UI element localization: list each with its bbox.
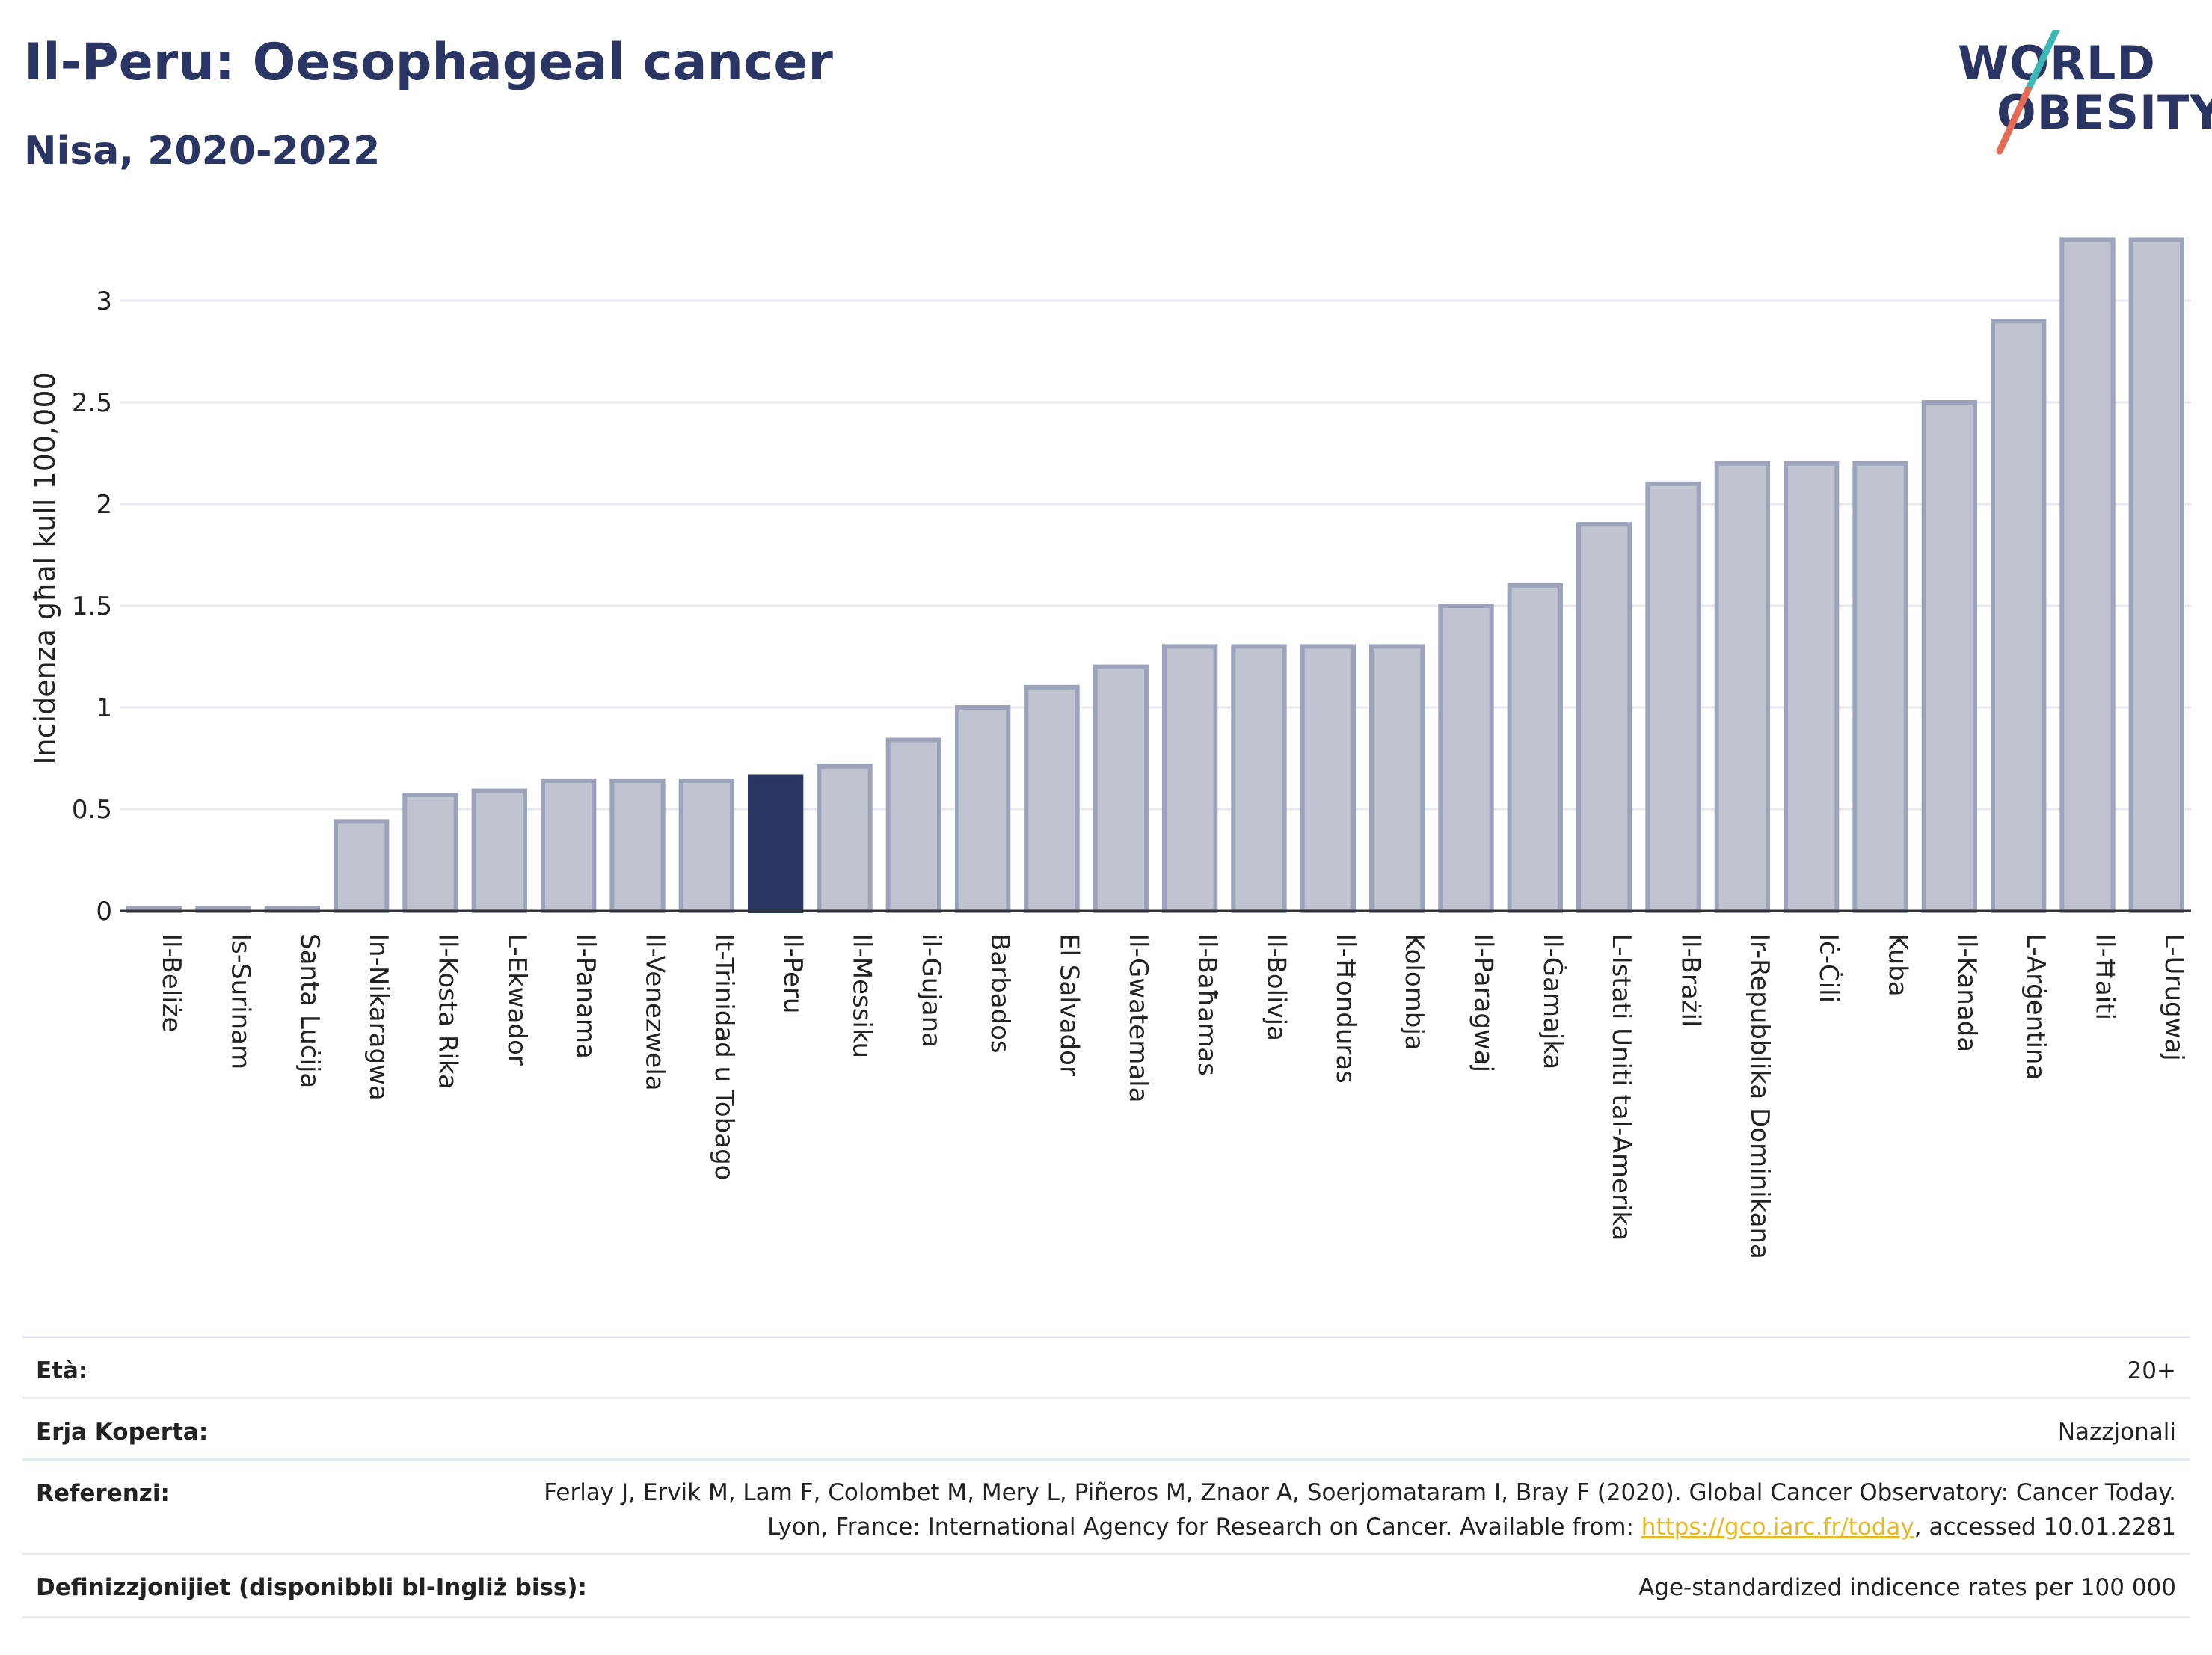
y-tick-label: 2.5 bbox=[72, 388, 112, 418]
logo-line1: WORLD bbox=[1958, 36, 2156, 90]
bar bbox=[817, 764, 873, 913]
bar bbox=[885, 737, 941, 914]
references-text: Ferlay J, Ervik M, Lam F, Colombet M, Me… bbox=[531, 1476, 2176, 1544]
y-tick-label: 1 bbox=[96, 693, 112, 723]
age-value: 20+ bbox=[2127, 1357, 2176, 1384]
bar bbox=[1300, 644, 1356, 914]
x-tick-label: L-Arġentina bbox=[2021, 933, 2050, 1080]
x-tick-label: It-Trinidad u Tobago bbox=[709, 933, 739, 1180]
x-tick-label: il-Gujana bbox=[916, 933, 946, 1048]
y-tick-label: 2 bbox=[96, 490, 112, 520]
x-tick-label: L-Urugwaj bbox=[2159, 933, 2189, 1061]
page-title: Il-Peru: Oesophageal cancer bbox=[24, 33, 833, 92]
bar bbox=[1784, 461, 1840, 914]
bar bbox=[1369, 644, 1425, 914]
x-tick-label: Il-Gwatemala bbox=[1123, 933, 1153, 1102]
x-tick-label: Il-Kanada bbox=[1952, 933, 1982, 1052]
references-text-part1: Ferlay J, Ervik M, Lam F, Colombet M, Me… bbox=[544, 1479, 2176, 1541]
logo-slash-icon bbox=[1996, 30, 2060, 155]
x-tick-label: L-Istati Uniti tal-Amerika bbox=[1606, 933, 1636, 1241]
bar bbox=[1231, 644, 1287, 914]
age-label: Età: bbox=[36, 1357, 88, 1384]
x-tick-label: Is-Surinam bbox=[226, 933, 256, 1069]
x-tick-label: Kolombja bbox=[1399, 933, 1429, 1051]
area-label: Erja Koperta: bbox=[36, 1419, 209, 1446]
bar bbox=[402, 792, 458, 914]
definitions-label: Definizzjonijiet (disponibbli bl-Ingliż … bbox=[36, 1574, 587, 1601]
area-value: Nazzjonali bbox=[2057, 1419, 2176, 1446]
bar bbox=[1162, 644, 1218, 914]
bar bbox=[1507, 583, 1563, 913]
x-tick-label: Il-Panama bbox=[571, 933, 600, 1059]
x-tick-label: El Salvador bbox=[1054, 933, 1084, 1076]
x-tick-label: Il-Brażil bbox=[1676, 933, 1706, 1027]
x-tick-label: Ir-Repubblika Dominikana bbox=[1745, 933, 1775, 1259]
bar bbox=[1645, 481, 1701, 913]
bar bbox=[1438, 604, 1494, 913]
bar bbox=[1991, 319, 2047, 913]
y-tick-label: 0.5 bbox=[72, 795, 112, 825]
x-tick-label: Il-Ħonduras bbox=[1330, 933, 1360, 1084]
bar bbox=[609, 778, 666, 913]
bar bbox=[748, 774, 804, 913]
x-tick-label: Il-Messiku bbox=[847, 933, 877, 1058]
x-tick-label: Il-Venezwela bbox=[640, 933, 670, 1091]
logo-line2: OBESITY bbox=[1997, 85, 2212, 140]
references-link[interactable]: https://gco.iarc.fr/today bbox=[1641, 1514, 1914, 1541]
x-tick-label: Il-Paragwaj bbox=[1469, 933, 1499, 1072]
x-tick-label: Il-Baħamas bbox=[1192, 933, 1222, 1076]
x-tick-label: Iċ-Ċili bbox=[1813, 933, 1844, 1003]
bar bbox=[541, 778, 597, 913]
x-tick-label: Il-Bolivja bbox=[1262, 933, 1291, 1041]
x-tick-label: Barbados bbox=[985, 933, 1015, 1054]
footer-row-age: Età: 20+ bbox=[22, 1336, 2190, 1399]
page-subtitle: Nisa, 2020-2022 bbox=[24, 129, 381, 174]
bar bbox=[1921, 400, 1977, 913]
footer-row-area: Erja Koperta: Nazzjonali bbox=[22, 1397, 2190, 1461]
bar bbox=[955, 705, 1011, 913]
bar bbox=[334, 819, 390, 914]
references-label: Referenzi: bbox=[36, 1480, 170, 1507]
world-obesity-logo: WORLD OBESITY bbox=[1944, 30, 2212, 165]
x-tick-label: Il-Beliże bbox=[156, 933, 186, 1032]
references-text-part2: , accessed 10.01.2281 bbox=[1914, 1514, 2176, 1541]
bar bbox=[678, 778, 734, 913]
x-tick-label: Santa Luċija bbox=[295, 933, 325, 1088]
bar bbox=[1093, 664, 1149, 913]
bar-chart: 0 0.5 1 1.5 2 2.5 3 Il-Beliże Is-Surinam Santa Lu… bbox=[72, 237, 2191, 1259]
x-tick-label: Il-Ġamajka bbox=[1537, 933, 1568, 1069]
bar bbox=[1024, 684, 1080, 913]
y-tick-label: 0 bbox=[96, 897, 112, 927]
bar bbox=[1576, 522, 1632, 913]
definitions-value: Age-standardized indicence rates per 100… bbox=[1638, 1574, 2176, 1601]
footer-row-definitions: Definizzjonijiet (disponibbli bl-Ingliż … bbox=[22, 1553, 2190, 1618]
bar bbox=[2128, 237, 2184, 913]
bar bbox=[1852, 461, 1908, 914]
y-tick-label: 1.5 bbox=[72, 592, 112, 621]
bar bbox=[2059, 237, 2116, 913]
x-tick-label: Il-Kosta Rika bbox=[433, 933, 463, 1090]
y-tick-label: 3 bbox=[96, 286, 112, 316]
x-tick-label: Il-Ħaiti bbox=[2090, 933, 2120, 1020]
footer-row-references: Referenzi: Ferlay J, Ervik M, Lam F, Col… bbox=[22, 1458, 2190, 1555]
x-tick-label: L-Ekwador bbox=[502, 933, 532, 1066]
bar bbox=[1714, 461, 1770, 914]
x-tick-label: In-Nikaragwa bbox=[363, 933, 393, 1101]
x-tick-label: Kuba bbox=[1883, 933, 1913, 997]
bar bbox=[471, 788, 527, 914]
x-tick-label: Il-Peru bbox=[778, 933, 808, 1013]
